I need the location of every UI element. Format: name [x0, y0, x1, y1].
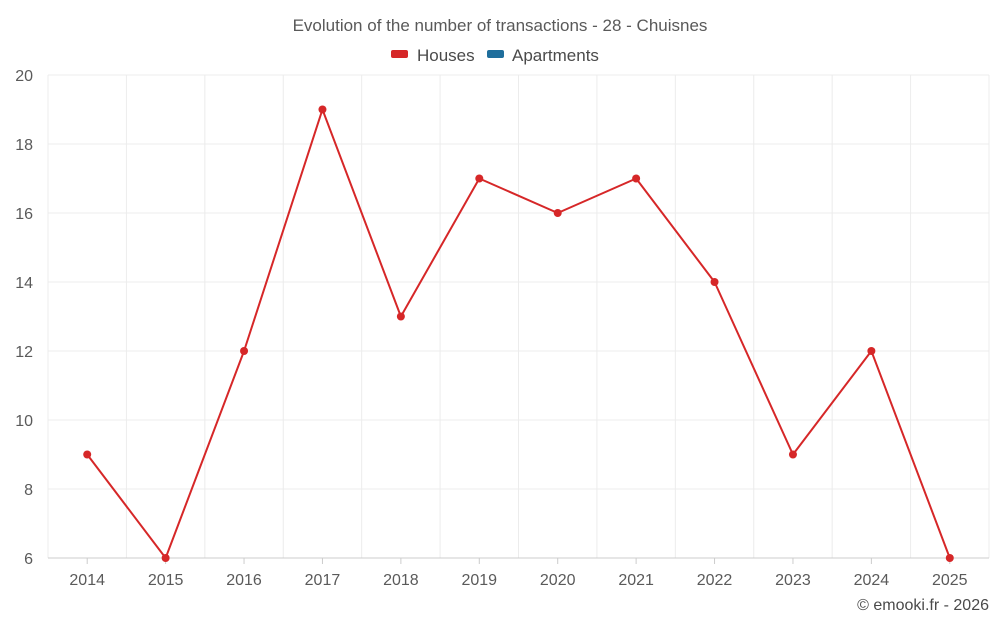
y-tick-label: 10 — [15, 413, 33, 430]
data-point-houses[interactable] — [553, 209, 562, 217]
legend-label-houses: Houses — [417, 46, 475, 65]
legend-item-apartments[interactable]: Apartments — [487, 46, 599, 65]
data-point-houses[interactable] — [788, 450, 797, 459]
legend-swatch-apartments — [487, 50, 504, 58]
data-point-houses[interactable] — [475, 174, 484, 183]
x-tick-label: 2021 — [618, 572, 654, 589]
data-point-houses[interactable] — [396, 312, 405, 321]
legend: Houses Apartments — [391, 46, 599, 65]
series-line-houses — [86, 108, 951, 559]
data-point-houses[interactable] — [240, 347, 249, 355]
y-tick-label: 16 — [15, 206, 33, 223]
x-tick-label: 2025 — [932, 572, 968, 589]
y-tick-label: 18 — [15, 137, 33, 154]
x-tick-label: 2022 — [697, 572, 733, 589]
series — [83, 105, 954, 562]
x-tick-label: 2019 — [461, 572, 497, 589]
x-tick-label: 2016 — [226, 572, 262, 589]
chart-title: Evolution of the number of transactions … — [293, 16, 708, 35]
data-point-houses[interactable] — [318, 105, 327, 114]
y-tick-label: 20 — [15, 68, 33, 85]
x-tick-label: 2015 — [148, 572, 184, 589]
y-tick-label: 8 — [24, 482, 33, 499]
y-tick-label: 6 — [24, 551, 33, 568]
x-tick-label: 2018 — [383, 572, 419, 589]
data-point-houses[interactable] — [632, 174, 641, 183]
x-tick-label: 2024 — [854, 572, 890, 589]
axes — [48, 557, 989, 564]
legend-swatch-houses — [391, 50, 408, 58]
data-point-houses[interactable] — [83, 450, 92, 459]
y-axis-ticks: 6 8 10 12 14 16 18 20 — [15, 68, 33, 568]
data-point-houses[interactable] — [161, 554, 170, 562]
credit-text: © emooki.fr - 2026 — [857, 597, 989, 614]
x-axis-ticks: 2014 2015 2016 2017 2018 2019 2020 2021 2022 2023… — [69, 572, 967, 589]
data-point-houses[interactable] — [867, 347, 876, 355]
y-tick-label: 12 — [15, 344, 33, 361]
x-tick-label: 2020 — [540, 572, 576, 589]
x-tick-label: 2023 — [775, 572, 811, 589]
x-tick-label: 2017 — [305, 572, 341, 589]
legend-label-apartments: Apartments — [512, 46, 599, 65]
data-point-houses[interactable] — [945, 554, 954, 562]
data-point-houses[interactable] — [710, 278, 719, 286]
grid — [47, 74, 990, 558]
x-tick-label: 2014 — [69, 572, 105, 589]
y-tick-label: 14 — [15, 275, 33, 292]
legend-item-houses[interactable]: Houses — [391, 46, 475, 65]
